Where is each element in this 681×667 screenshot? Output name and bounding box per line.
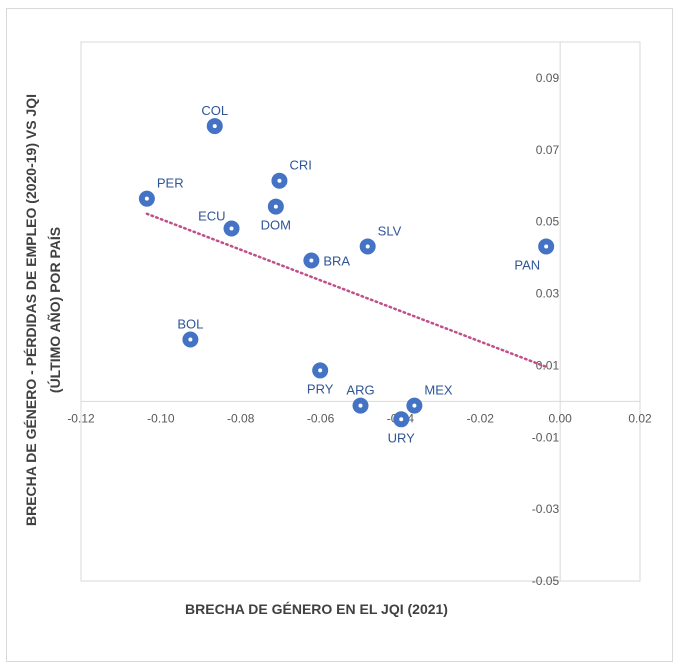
- point-label-slv: SLV: [378, 223, 402, 238]
- point-label-mex: MEX: [424, 383, 453, 398]
- y-tick-label: 0.07: [536, 143, 560, 157]
- point-label-per: PER: [157, 176, 184, 191]
- point-label-pry: PRY: [307, 381, 334, 396]
- y-tick-label: 0.05: [536, 215, 560, 229]
- data-point-center: [229, 226, 234, 231]
- data-point-center: [212, 124, 217, 129]
- data-point-center: [273, 204, 278, 209]
- y-tick-label: 0.01: [536, 358, 560, 372]
- data-point-center: [188, 337, 193, 342]
- point-label-col: COL: [201, 103, 228, 118]
- data-point-center: [277, 178, 282, 183]
- point-label-pan: PAN: [514, 257, 540, 272]
- point-label-bol: BOL: [177, 317, 203, 332]
- y-axis-title-line2: (ÚLTIMO AÑO) POR PAÍS: [46, 227, 63, 393]
- point-label-ecu: ECU: [198, 208, 225, 223]
- y-tick-label: 0.03: [536, 287, 560, 301]
- data-point-center: [365, 244, 370, 249]
- data-point-center: [358, 403, 363, 408]
- x-tick-label: 0.00: [548, 411, 572, 425]
- point-label-arg: ARG: [346, 383, 374, 398]
- data-point-center: [544, 244, 549, 249]
- data-point-center: [309, 258, 314, 263]
- x-tick-label: 0.02: [628, 411, 652, 425]
- data-point-center: [412, 403, 417, 408]
- point-label-dom: DOM: [261, 218, 291, 233]
- y-tick-label: -0.01: [532, 430, 560, 444]
- x-tick-label: -0.06: [307, 411, 335, 425]
- plot-area: [80, 41, 641, 582]
- data-point-center: [318, 368, 323, 373]
- trendline: [145, 212, 548, 369]
- chart-frame: [6, 8, 673, 662]
- point-label-cri: CRI: [289, 158, 311, 173]
- x-tick-label: -0.02: [467, 411, 495, 425]
- x-tick-label: -0.12: [67, 411, 95, 425]
- data-point-center: [144, 196, 149, 201]
- y-tick-label: -0.03: [532, 502, 560, 516]
- y-axis-title-line1: BRECHA DE GÉNERO - PÉRDIDAS DE EMPLEO (2…: [23, 94, 39, 526]
- x-tick-label: -0.08: [227, 411, 255, 425]
- point-label-ury: URY: [388, 430, 416, 445]
- y-tick-label: 0.09: [536, 71, 560, 85]
- y-tick-label: -0.05: [532, 574, 560, 588]
- x-tick-label: -0.10: [147, 411, 175, 425]
- point-label-bra: BRA: [323, 253, 350, 268]
- x-axis-title: BRECHA DE GÉNERO EN EL JQI (2021): [185, 601, 448, 617]
- data-point-center: [399, 417, 404, 422]
